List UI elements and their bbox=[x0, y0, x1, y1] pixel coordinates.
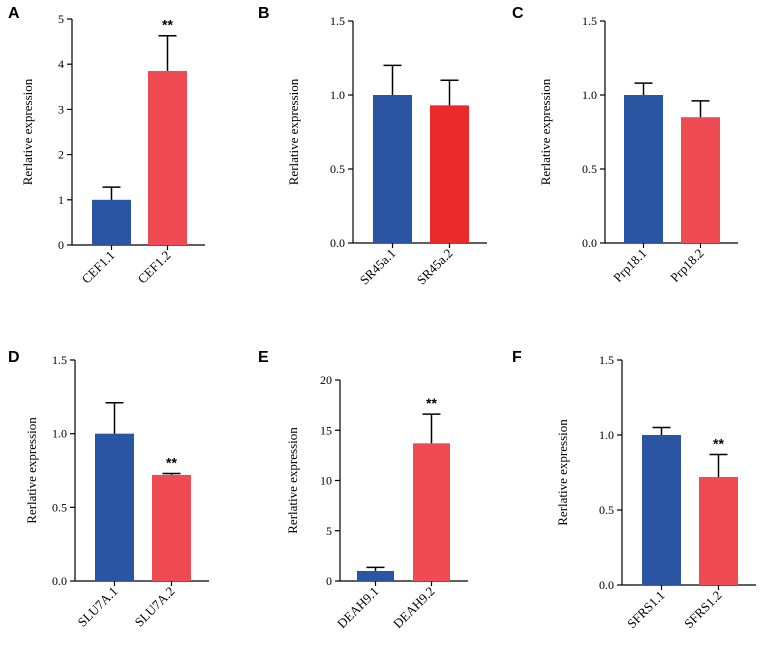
y-tick-label: 1 bbox=[58, 193, 64, 207]
y-axis-title: Rerlative expression bbox=[20, 78, 35, 185]
bar-sr45a-1 bbox=[373, 95, 412, 243]
chart-panel-f: F 0.0 0.5 1.0 1.5 Rerlative expression SFRS1.1… bbox=[512, 349, 756, 631]
y-axis-title: Rerlative expression bbox=[286, 78, 301, 185]
y-tick-label: 1.0 bbox=[52, 427, 67, 441]
y-tick-label: 10 bbox=[320, 474, 332, 488]
x-tick-label: Prp18.1 bbox=[610, 246, 649, 285]
y-tick-label: 1.5 bbox=[599, 353, 614, 367]
y-tick-label: 1.5 bbox=[582, 14, 597, 28]
bar-slu7a-1 bbox=[95, 433, 134, 581]
x-tick-label: SFRS1.2 bbox=[681, 588, 725, 632]
x-tick-label: SFRS1.1 bbox=[624, 588, 668, 632]
bar-sfrs1-1 bbox=[642, 435, 681, 585]
bar-sr45a-2 bbox=[430, 105, 469, 243]
bar-prp18-2 bbox=[681, 117, 720, 243]
bar-slu7a-2 bbox=[152, 474, 191, 581]
y-tick-label: 1.0 bbox=[330, 88, 345, 102]
bar-sfrs1-2 bbox=[699, 477, 738, 585]
y-tick-label: 15 bbox=[320, 423, 332, 437]
chart-panel-e: E 0 5 10 15 20 Rerlative expression DEAH9.1 ** DE… bbox=[258, 349, 468, 631]
x-tick-label: DEAH9.2 bbox=[390, 584, 438, 632]
y-axis-title: Rerlative expression bbox=[24, 417, 39, 524]
y-axis-title: Rerlative expression bbox=[538, 78, 553, 185]
x-tick-label: DEAH9.1 bbox=[334, 584, 382, 632]
significance-marker: ** bbox=[162, 17, 173, 33]
chart-panel-a: A 0 1 2 3 4 5 Rerlative expression CEF1.1 ** CEF1.… bbox=[8, 5, 205, 286]
bar-cef1-2 bbox=[148, 70, 187, 245]
panel-letter-d: D bbox=[8, 349, 20, 366]
x-tick-label: SLU7A.2 bbox=[132, 584, 178, 630]
x-tick-label: SR45a.2 bbox=[414, 246, 456, 288]
y-tick-label: 0 bbox=[326, 574, 332, 588]
y-tick-label: 0.5 bbox=[582, 162, 597, 176]
y-tick-label: 0.0 bbox=[599, 578, 614, 592]
y-tick-label: 2 bbox=[58, 148, 64, 162]
significance-marker: ** bbox=[713, 436, 724, 452]
y-tick-label: 1.0 bbox=[599, 428, 614, 442]
y-tick-label: 0.0 bbox=[582, 236, 597, 250]
y-tick-label: 0.5 bbox=[52, 500, 67, 514]
x-tick-label: SLU7A.1 bbox=[75, 584, 121, 630]
significance-marker: ** bbox=[426, 395, 437, 411]
y-axis-title: Rerlative expression bbox=[285, 427, 300, 534]
y-tick-label: 0.0 bbox=[52, 574, 67, 588]
y-axis-title: Rerlative expression bbox=[555, 419, 570, 526]
y-tick-label: 3 bbox=[58, 102, 64, 116]
y-tick-label: 0 bbox=[58, 238, 64, 252]
y-tick-label: 0.5 bbox=[599, 503, 614, 517]
y-tick-label: 5 bbox=[58, 12, 64, 26]
x-tick-label: Prp18.2 bbox=[667, 246, 706, 285]
panel-letter-e: E bbox=[258, 349, 269, 366]
y-tick-label: 5 bbox=[326, 524, 332, 538]
y-tick-label: 0.5 bbox=[330, 162, 345, 176]
x-tick-label: CEF1.2 bbox=[135, 248, 174, 287]
bar-deah9-1 bbox=[357, 570, 394, 581]
y-tick-label: 0.0 bbox=[330, 236, 345, 250]
y-tick-label: 1.5 bbox=[330, 14, 345, 28]
panel-letter-a: A bbox=[8, 5, 20, 22]
y-tick-label: 1.0 bbox=[582, 88, 597, 102]
bar-deah9-2 bbox=[413, 443, 450, 581]
chart-panel-c: C 0.0 0.5 1.0 1.5 Rerlative expression Prp18.1… bbox=[512, 5, 738, 285]
chart-panel-b: B 0.0 0.5 1.0 1.5 Rerlative expression SR45a.1… bbox=[258, 5, 487, 288]
bar-cef1-1 bbox=[92, 199, 131, 245]
chart-panel-d: D 0.0 0.5 1.0 1.5 Rerlative expression SLU7A.1… bbox=[8, 349, 209, 630]
y-tick-label: 1.5 bbox=[52, 353, 67, 367]
y-tick-label: 4 bbox=[58, 57, 64, 71]
x-tick-label: SR45a.1 bbox=[357, 246, 399, 288]
panel-letter-b: B bbox=[258, 5, 270, 22]
panel-letter-f: F bbox=[512, 349, 522, 366]
significance-marker: ** bbox=[166, 454, 177, 470]
panel-letter-c: C bbox=[512, 5, 524, 22]
x-tick-label: CEF1.1 bbox=[79, 248, 118, 287]
y-tick-label: 20 bbox=[320, 373, 332, 387]
bar-prp18-1 bbox=[624, 95, 663, 243]
